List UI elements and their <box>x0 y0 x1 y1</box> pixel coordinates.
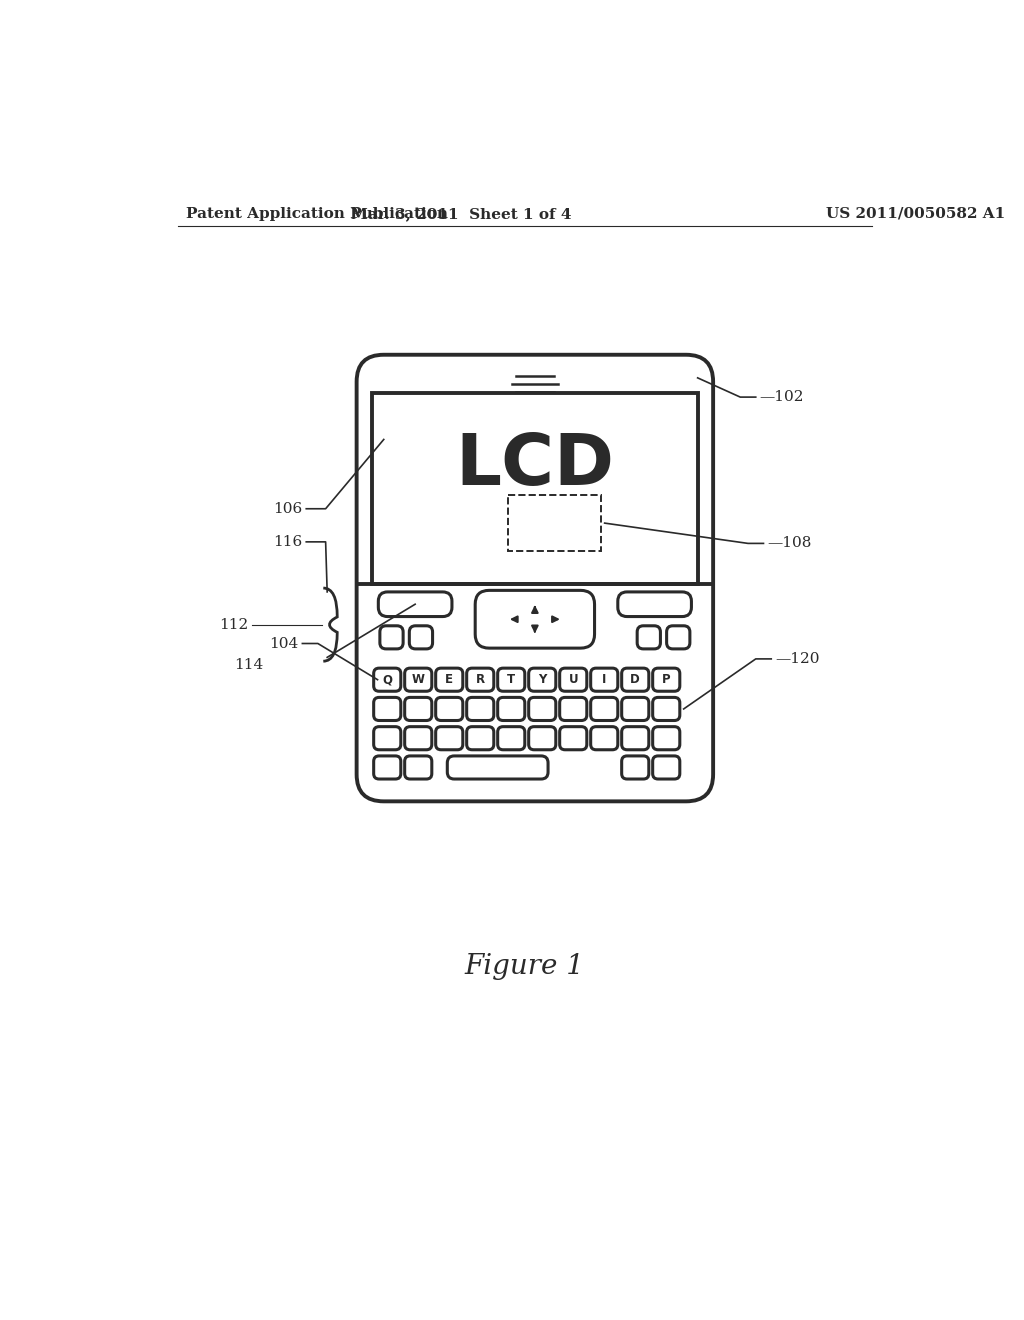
FancyBboxPatch shape <box>447 756 548 779</box>
FancyBboxPatch shape <box>528 668 556 692</box>
Text: E: E <box>445 673 454 686</box>
Text: D: D <box>631 673 640 686</box>
Text: Figure 1: Figure 1 <box>465 953 585 981</box>
FancyBboxPatch shape <box>528 726 556 750</box>
Text: 116: 116 <box>273 535 302 549</box>
FancyBboxPatch shape <box>435 726 463 750</box>
FancyBboxPatch shape <box>374 726 400 750</box>
FancyBboxPatch shape <box>435 668 463 692</box>
FancyBboxPatch shape <box>498 726 524 750</box>
FancyBboxPatch shape <box>652 697 680 721</box>
FancyBboxPatch shape <box>591 668 617 692</box>
Text: R: R <box>476 673 484 686</box>
Text: LCD: LCD <box>456 432 614 500</box>
Text: —120: —120 <box>775 652 819 665</box>
Text: I: I <box>602 673 606 686</box>
FancyBboxPatch shape <box>622 756 649 779</box>
FancyBboxPatch shape <box>637 626 660 649</box>
Text: 114: 114 <box>234 659 263 672</box>
FancyBboxPatch shape <box>374 756 400 779</box>
FancyBboxPatch shape <box>380 626 403 649</box>
FancyBboxPatch shape <box>622 697 649 721</box>
FancyBboxPatch shape <box>467 697 494 721</box>
FancyBboxPatch shape <box>617 591 691 616</box>
FancyBboxPatch shape <box>378 591 452 616</box>
FancyBboxPatch shape <box>652 756 680 779</box>
FancyBboxPatch shape <box>560 668 587 692</box>
FancyBboxPatch shape <box>404 697 432 721</box>
FancyBboxPatch shape <box>528 697 556 721</box>
Bar <box>508 495 601 550</box>
FancyBboxPatch shape <box>410 626 432 649</box>
FancyBboxPatch shape <box>591 697 617 721</box>
Text: T: T <box>507 673 515 686</box>
FancyBboxPatch shape <box>622 668 649 692</box>
FancyBboxPatch shape <box>622 726 649 750</box>
FancyBboxPatch shape <box>404 668 432 692</box>
FancyBboxPatch shape <box>560 697 587 721</box>
FancyBboxPatch shape <box>560 726 587 750</box>
FancyBboxPatch shape <box>374 697 400 721</box>
Text: 112: 112 <box>219 618 248 632</box>
FancyBboxPatch shape <box>374 668 400 692</box>
FancyBboxPatch shape <box>652 668 680 692</box>
FancyBboxPatch shape <box>498 668 524 692</box>
FancyBboxPatch shape <box>591 726 617 750</box>
Text: P: P <box>662 673 671 686</box>
FancyBboxPatch shape <box>404 726 432 750</box>
FancyBboxPatch shape <box>498 697 524 721</box>
Text: —102: —102 <box>760 391 804 404</box>
Text: Mar. 3, 2011  Sheet 1 of 4: Mar. 3, 2011 Sheet 1 of 4 <box>351 207 571 220</box>
FancyBboxPatch shape <box>404 756 432 779</box>
Bar <box>372 393 697 585</box>
FancyBboxPatch shape <box>467 726 494 750</box>
FancyBboxPatch shape <box>435 697 463 721</box>
Text: Y: Y <box>538 673 547 686</box>
Text: 106: 106 <box>273 502 302 516</box>
Text: 104: 104 <box>269 636 299 651</box>
Text: Patent Application Publication: Patent Application Publication <box>186 207 449 220</box>
Text: U: U <box>568 673 579 686</box>
Text: W: W <box>412 673 425 686</box>
FancyBboxPatch shape <box>475 590 595 648</box>
FancyBboxPatch shape <box>467 668 494 692</box>
FancyBboxPatch shape <box>652 726 680 750</box>
Text: Q: Q <box>382 673 392 686</box>
Text: US 2011/0050582 A1: US 2011/0050582 A1 <box>825 207 1005 220</box>
FancyBboxPatch shape <box>356 355 713 801</box>
FancyBboxPatch shape <box>667 626 690 649</box>
Text: —108: —108 <box>767 536 812 550</box>
